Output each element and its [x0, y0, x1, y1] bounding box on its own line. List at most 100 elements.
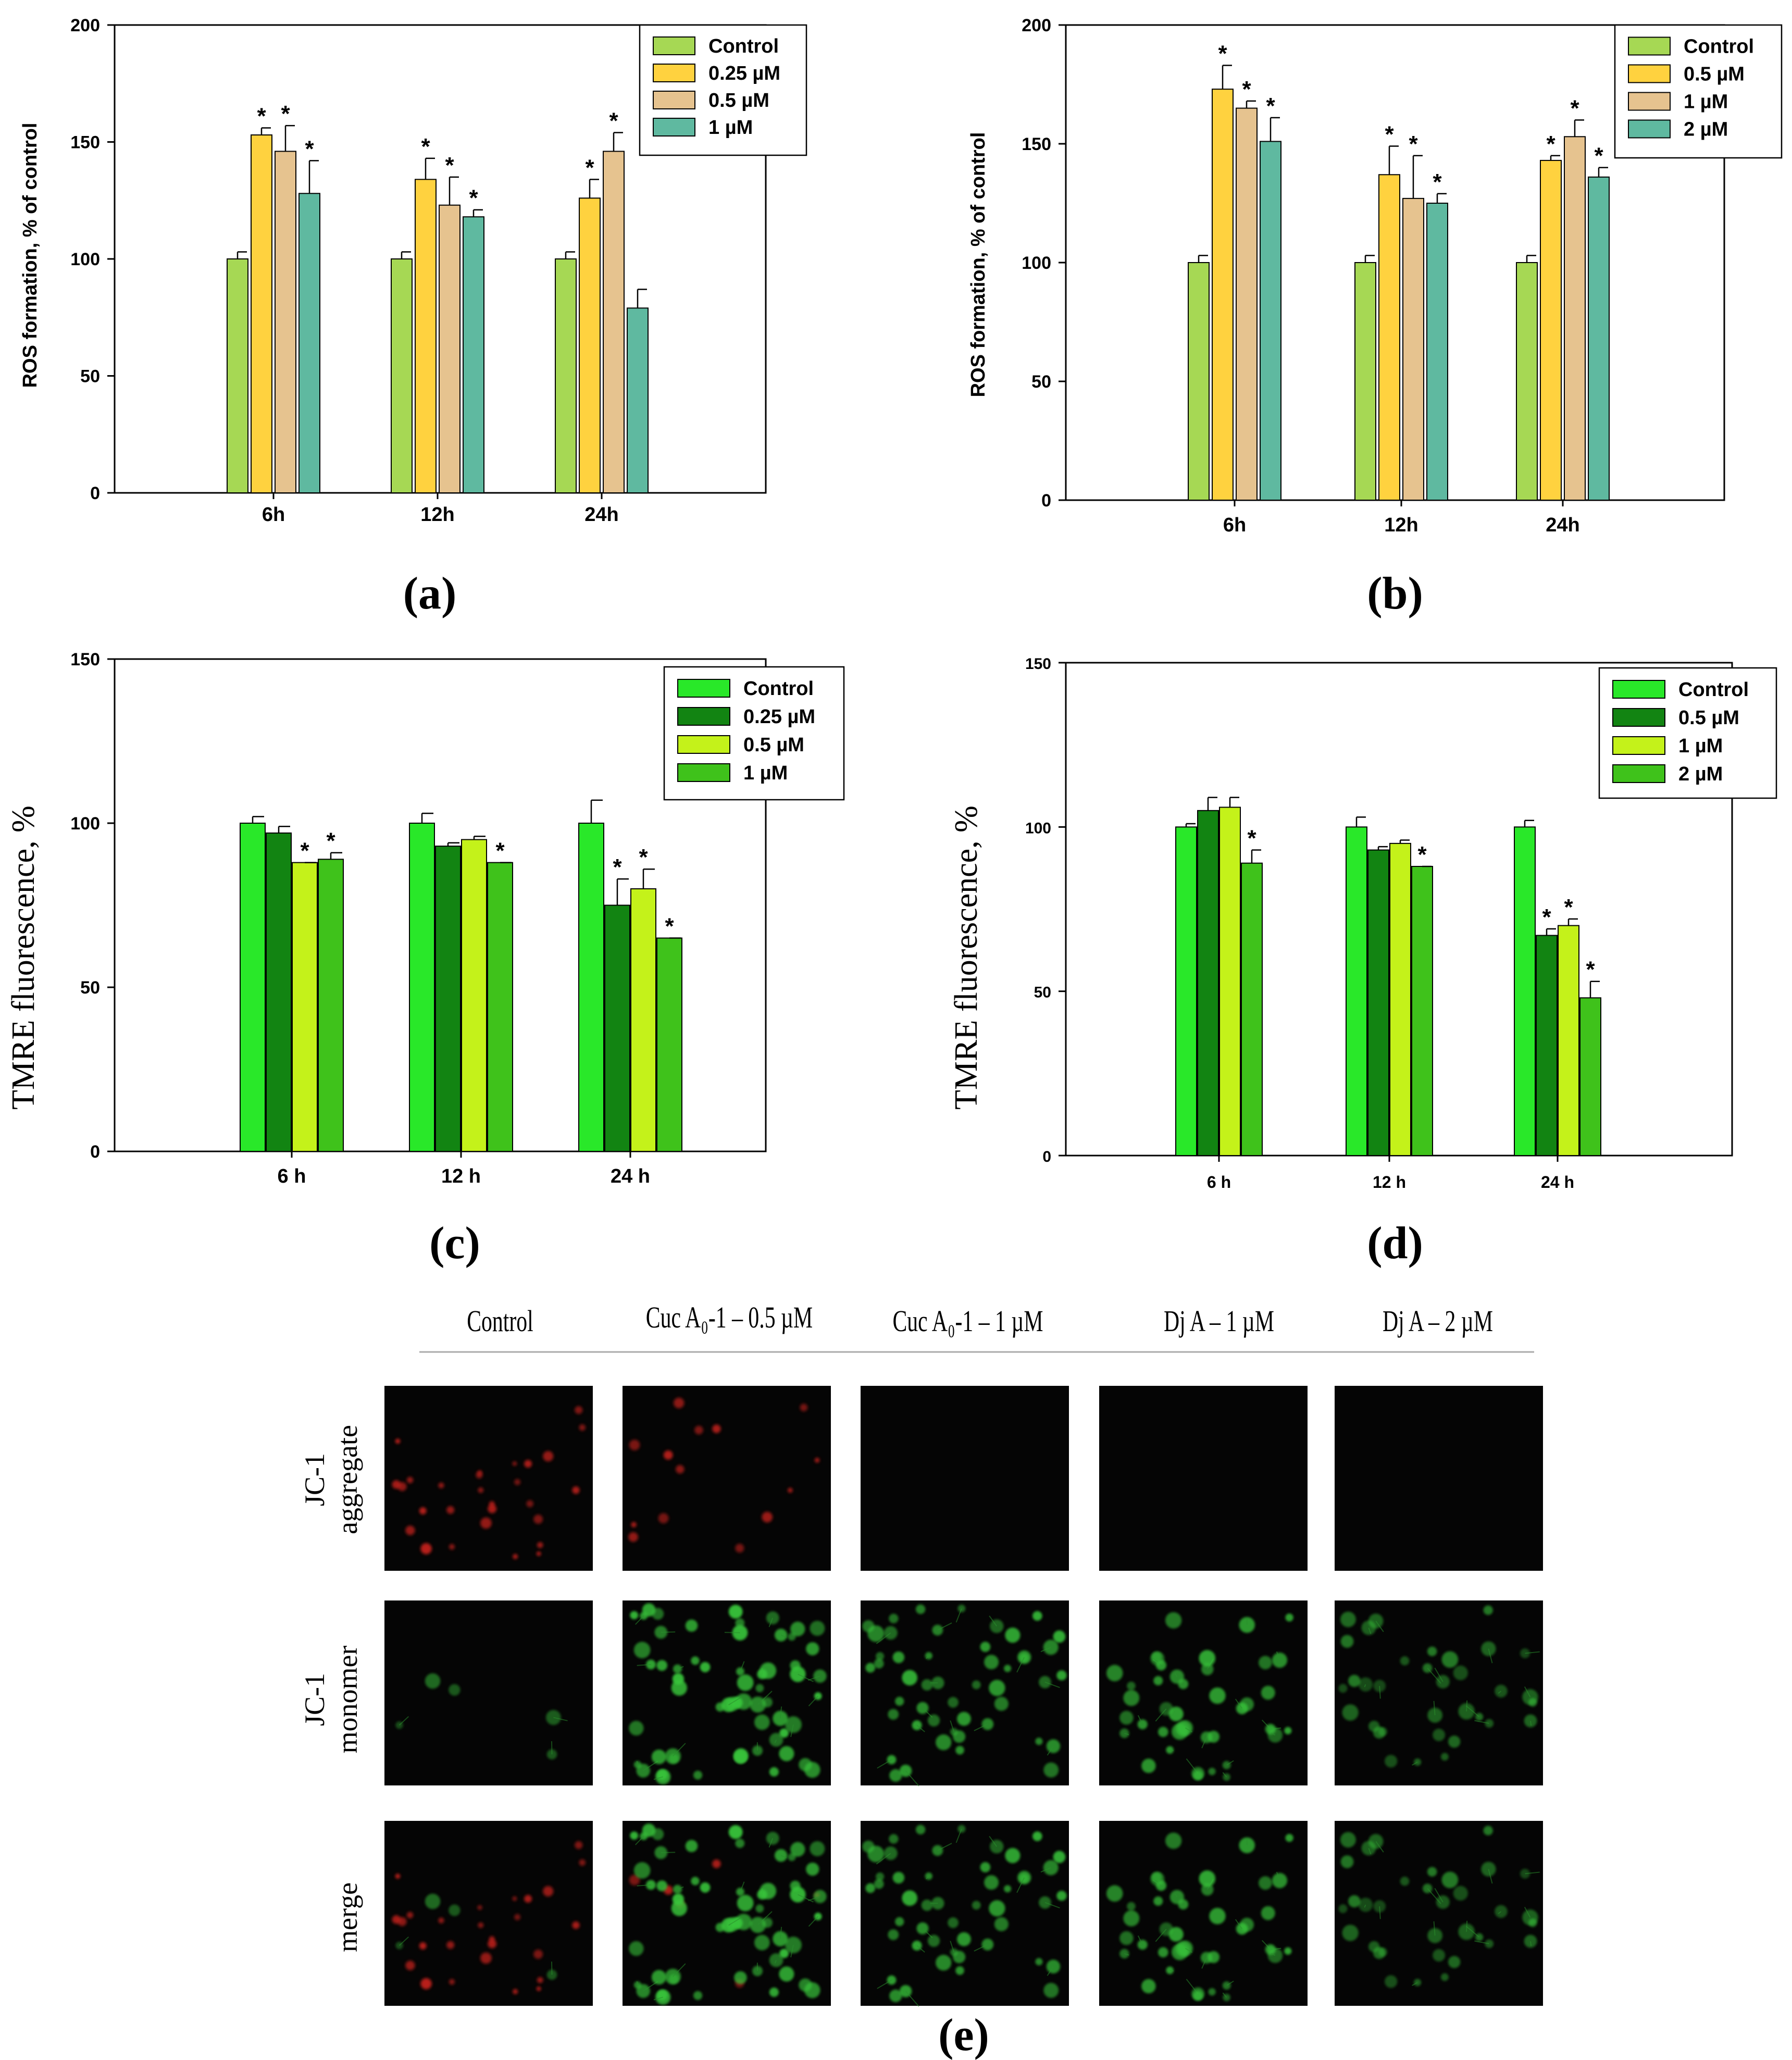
significance-star: * [1546, 131, 1555, 157]
significance-star: * [1409, 131, 1418, 157]
green-monomer-cell [1106, 1885, 1123, 1902]
chart-d-bars: * * * * * [1175, 797, 1601, 1157]
green-monomer-cell [889, 1769, 902, 1782]
green-monomer-cell [1004, 1885, 1012, 1893]
y-tick-label: 150 [70, 133, 100, 153]
cell-process [916, 1945, 925, 1953]
green-monomer-cell [989, 1900, 1005, 1917]
significance-star: * [495, 838, 505, 864]
green-monomer-cell [672, 1893, 685, 1905]
cell-process [1524, 1906, 1531, 1918]
column-header-cuc-05: Cuc A₀-1 – 0.5 µM [646, 1300, 813, 1334]
green-monomer-cell [1373, 1680, 1386, 1692]
y-tick-label: 50 [1031, 372, 1051, 392]
green-monomer-cell [790, 1621, 805, 1636]
green-monomer-cell [1384, 1755, 1398, 1768]
legend-swatch [1628, 64, 1671, 83]
red-aggregate-spot [477, 1905, 482, 1910]
green-monomer-cell [1495, 1684, 1508, 1698]
legend-label: Control [1678, 679, 1749, 701]
cell-process [774, 1740, 777, 1743]
cell-process [1379, 1685, 1381, 1699]
cell-process [1434, 1667, 1443, 1682]
row-label-monomer-line2: monomer [332, 1646, 363, 1754]
x-tick-label: 24h [584, 504, 618, 526]
legend-swatch [677, 707, 730, 726]
cell-process [1434, 1888, 1443, 1903]
green-monomer-cell [630, 1831, 639, 1840]
significance-star: * [1564, 895, 1573, 920]
cell-process [740, 1661, 745, 1672]
bar [318, 859, 344, 1152]
green-monomer-cell [1261, 1906, 1275, 1920]
green-monomer-cell [655, 1989, 671, 2005]
red-aggregate-spot [629, 1875, 640, 1885]
green-monomer-cell [728, 1825, 743, 1839]
green-monomer-cell [755, 1904, 764, 1913]
red-aggregate-spot [631, 1522, 637, 1528]
cell-process [974, 1723, 988, 1731]
green-monomer-cell [1485, 1939, 1494, 1949]
cell-process [740, 1881, 745, 1892]
significance-star: * [421, 134, 430, 159]
red-aggregate-spot [575, 1841, 583, 1850]
green-monomer-cell [630, 1611, 639, 1620]
green-monomer-cell [1005, 1628, 1021, 1643]
cell-process [955, 1829, 962, 1843]
bar [415, 179, 437, 493]
green-monomer-cell [1165, 1832, 1182, 1849]
green-monomer-cell [1056, 1891, 1067, 1901]
cell-process [634, 1835, 644, 1845]
bar [292, 862, 318, 1152]
green-monomer-cell [1440, 1753, 1449, 1761]
legend-label: 1 µM [743, 762, 788, 784]
green-monomer-cell [1208, 1951, 1220, 1964]
legend-swatch [1612, 708, 1665, 727]
cell-process [653, 1776, 663, 1780]
red-aggregate-spot [419, 1942, 427, 1950]
green-monomer-cell [642, 1603, 656, 1617]
legend-label: Control [743, 678, 814, 700]
bar [1236, 107, 1258, 501]
legend-label: 0.25 µM [708, 63, 780, 84]
tile-background [861, 1386, 1069, 1571]
microscopy-tile [384, 1600, 593, 1785]
red-aggregate-spot [480, 1952, 492, 1964]
tile-background [384, 1600, 593, 1785]
cell-process [1525, 1651, 1540, 1654]
bar [1197, 810, 1219, 1157]
green-monomer-cell [1495, 1905, 1508, 1918]
green-monomer-cell [895, 1917, 904, 1927]
cell-process [989, 1835, 998, 1847]
green-monomer-cell [799, 1978, 812, 1992]
cell-process [1226, 1760, 1234, 1766]
green-monomer-cell [762, 1917, 773, 1928]
cell-process [877, 1759, 892, 1769]
green-monomer-cell [865, 1662, 876, 1673]
significance-star: * [1542, 904, 1551, 930]
column-header-dja-1: Dj A – 1 µM [1164, 1304, 1274, 1337]
cell-process [1525, 1871, 1540, 1875]
red-aggregate-spot [397, 1917, 407, 1926]
green-monomer-cell [1528, 1698, 1537, 1707]
green-monomer-cell [1106, 1665, 1123, 1682]
microscopy-tile [623, 1600, 831, 1785]
cell-process [1488, 1648, 1493, 1664]
green-monomer-cell [889, 1834, 899, 1844]
cell-process [780, 1634, 787, 1638]
cell-process [724, 1632, 740, 1633]
green-monomer-cell [1284, 1947, 1292, 1955]
green-monomer-cell [734, 1971, 747, 1984]
cell-process [768, 1618, 774, 1628]
legend-swatch [1628, 36, 1671, 56]
cell-process [807, 1896, 820, 1901]
green-monomer-cell [980, 1642, 991, 1652]
bar [1175, 826, 1197, 1157]
cell-process [1379, 1906, 1381, 1919]
red-aggregate-spot [533, 1950, 543, 1959]
cell-process [1226, 1980, 1234, 1986]
cell-process [1474, 1940, 1489, 1944]
green-monomer-cell [892, 1871, 905, 1884]
cell-process [974, 1944, 988, 1952]
green-monomer-cell [1123, 1690, 1140, 1706]
